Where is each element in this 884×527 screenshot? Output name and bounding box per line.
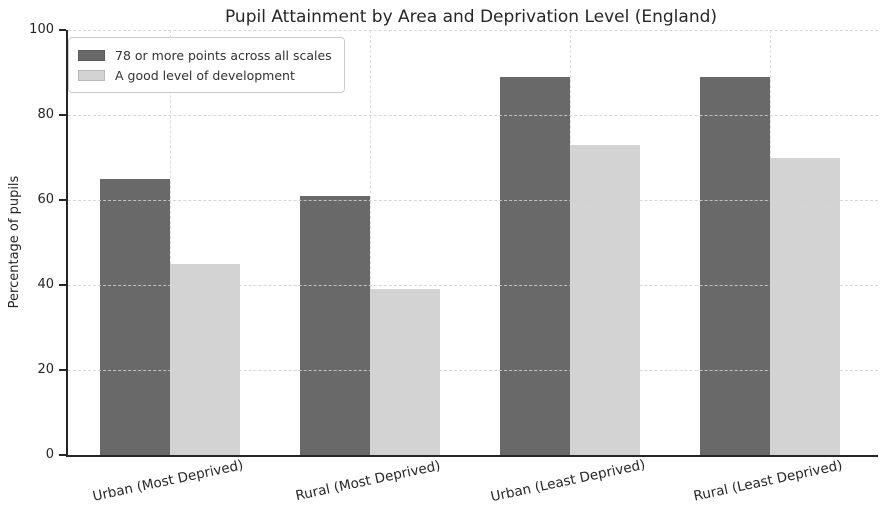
y-tick-mark [59, 114, 66, 116]
y-tick-label: 60 [37, 192, 54, 207]
y-tick-label: 80 [37, 107, 54, 122]
legend-item: A good level of development [78, 65, 332, 85]
y-tick-mark [59, 454, 66, 456]
vertical-gridline [370, 30, 371, 455]
vertical-gridline [170, 30, 171, 455]
bar-series2-group1 [170, 263, 240, 455]
y-tick-mark [59, 284, 66, 286]
legend-label: A good level of development [115, 67, 295, 83]
bar-series1-group2 [300, 195, 370, 455]
horizontal-gridline [68, 115, 878, 116]
bar-series2-group4 [770, 157, 840, 455]
y-tick-label: 100 [29, 22, 54, 37]
y-tick-label: 0 [45, 447, 54, 462]
chart-title: Pupil Attainment by Area and Deprivation… [224, 7, 718, 27]
y-tick-mark [59, 369, 66, 371]
y-tick-label: 20 [37, 362, 54, 377]
legend-item: 78 or more points across all scales [78, 45, 332, 65]
plot-area [66, 30, 878, 457]
y-tick-label: 40 [37, 277, 54, 292]
bar-series1-group1 [100, 178, 170, 455]
legend-label: 78 or more points across all scales [115, 47, 332, 63]
y-tick-mark [59, 29, 66, 31]
bar-series1-group4 [700, 76, 770, 455]
horizontal-gridline [68, 200, 878, 201]
horizontal-gridline [68, 370, 878, 371]
horizontal-gridline [68, 30, 878, 31]
bar-series2-group2 [370, 289, 440, 455]
y-tick-mark [59, 199, 66, 201]
legend-swatch-dark [78, 49, 105, 61]
horizontal-gridline [68, 285, 878, 286]
legend: 78 or more points across all scales A go… [68, 37, 345, 93]
y-axis-label: Percentage of pupils [7, 175, 22, 309]
bar-series1-group3 [500, 76, 570, 455]
legend-swatch-light [78, 69, 105, 81]
bar-series2-group3 [570, 144, 640, 455]
